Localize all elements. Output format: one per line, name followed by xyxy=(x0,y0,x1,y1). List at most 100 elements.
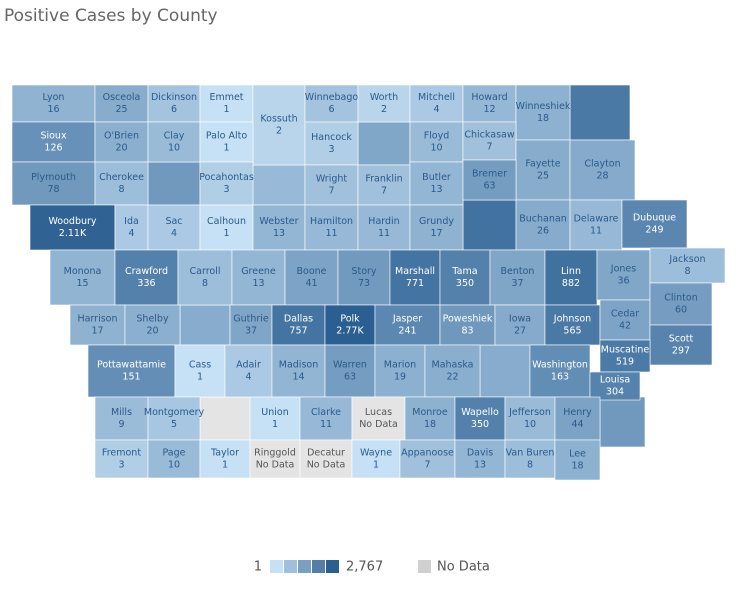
county[interactable] xyxy=(515,84,571,141)
county[interactable] xyxy=(299,396,353,441)
county[interactable] xyxy=(454,396,506,441)
county[interactable] xyxy=(11,161,96,206)
county[interactable] xyxy=(87,344,176,398)
county[interactable] xyxy=(147,121,201,163)
county[interactable] xyxy=(596,249,651,301)
county[interactable] xyxy=(494,304,546,346)
county[interactable] xyxy=(409,84,464,123)
county-value: 297 xyxy=(672,346,690,357)
county[interactable] xyxy=(324,344,376,398)
county[interactable] xyxy=(599,339,651,373)
county[interactable] xyxy=(147,439,201,479)
county-value: 5 xyxy=(171,419,177,430)
county[interactable] xyxy=(49,249,116,306)
county[interactable] xyxy=(114,249,179,306)
county-name: Clinton xyxy=(664,293,698,304)
county[interactable] xyxy=(649,324,713,366)
county[interactable] xyxy=(569,139,636,201)
county-value: 16 xyxy=(47,104,59,115)
county-value: 11 xyxy=(325,228,337,239)
county-value: 4 xyxy=(171,228,177,239)
county-value: 565 xyxy=(563,326,581,337)
county[interactable] xyxy=(621,199,688,249)
county[interactable] xyxy=(94,439,149,479)
county[interactable] xyxy=(399,439,456,479)
county[interactable] xyxy=(409,121,464,163)
county[interactable] xyxy=(94,161,149,206)
county[interactable] xyxy=(515,199,571,251)
county[interactable] xyxy=(439,249,491,306)
county[interactable] xyxy=(409,161,464,206)
county-value: 60 xyxy=(675,305,687,316)
county[interactable] xyxy=(649,247,726,284)
county[interactable] xyxy=(357,84,411,123)
county[interactable] xyxy=(147,84,201,123)
county[interactable] xyxy=(304,84,359,123)
county[interactable] xyxy=(324,304,376,346)
county[interactable] xyxy=(252,84,306,166)
county[interactable] xyxy=(29,204,116,251)
county-name: Iowa xyxy=(509,314,531,325)
county[interactable] xyxy=(199,439,251,479)
county[interactable] xyxy=(337,249,391,306)
county[interactable] xyxy=(351,396,406,441)
county-name: Cedar xyxy=(611,309,639,320)
county-name: Van Buren xyxy=(506,448,555,459)
county[interactable] xyxy=(462,121,517,161)
county[interactable] xyxy=(554,396,601,441)
county-name: Dickinson xyxy=(151,92,197,103)
county[interactable] xyxy=(284,249,339,306)
county-name: Bremer xyxy=(472,169,507,180)
county[interactable] xyxy=(147,396,201,441)
county[interactable] xyxy=(599,299,651,341)
county-value: 44 xyxy=(571,419,583,430)
county[interactable] xyxy=(424,344,481,398)
county-name: Webster xyxy=(259,216,298,227)
county[interactable] xyxy=(69,304,126,346)
county[interactable] xyxy=(199,161,254,206)
county-name: Washington xyxy=(532,360,588,371)
county[interactable] xyxy=(199,84,254,123)
county[interactable] xyxy=(299,439,353,479)
county[interactable] xyxy=(439,304,496,346)
county[interactable] xyxy=(224,344,273,398)
county-value: 350 xyxy=(471,419,489,430)
county[interactable] xyxy=(199,121,254,163)
county[interactable] xyxy=(544,249,598,306)
county[interactable] xyxy=(351,439,401,479)
county-value: 10 xyxy=(524,419,536,430)
county[interactable] xyxy=(304,121,359,166)
county[interactable] xyxy=(504,396,556,441)
county[interactable] xyxy=(374,304,441,346)
county[interactable] xyxy=(94,396,149,441)
county[interactable] xyxy=(94,84,149,123)
county[interactable] xyxy=(11,84,96,123)
county[interactable] xyxy=(124,304,181,346)
county[interactable] xyxy=(249,396,301,441)
county[interactable] xyxy=(504,439,556,479)
county-value: 36 xyxy=(617,276,629,287)
county[interactable] xyxy=(147,204,201,251)
county[interactable] xyxy=(249,439,301,479)
county-shape xyxy=(599,396,646,448)
county[interactable] xyxy=(94,121,149,163)
county[interactable] xyxy=(114,204,149,251)
county[interactable] xyxy=(404,396,456,441)
county-value: 882 xyxy=(562,278,580,289)
county[interactable] xyxy=(252,204,306,251)
county[interactable] xyxy=(589,371,641,401)
county[interactable] xyxy=(529,344,591,398)
county[interactable] xyxy=(271,304,326,346)
county[interactable] xyxy=(454,439,506,479)
county[interactable] xyxy=(374,344,426,398)
county[interactable] xyxy=(554,439,601,481)
county-value: 11 xyxy=(320,419,332,430)
county[interactable] xyxy=(177,249,233,306)
county[interactable] xyxy=(304,164,359,206)
county[interactable] xyxy=(462,159,517,201)
county-name: Lucas xyxy=(365,407,392,418)
county[interactable] xyxy=(569,199,623,251)
county-name: Harrison xyxy=(77,314,117,325)
county[interactable] xyxy=(489,249,546,306)
